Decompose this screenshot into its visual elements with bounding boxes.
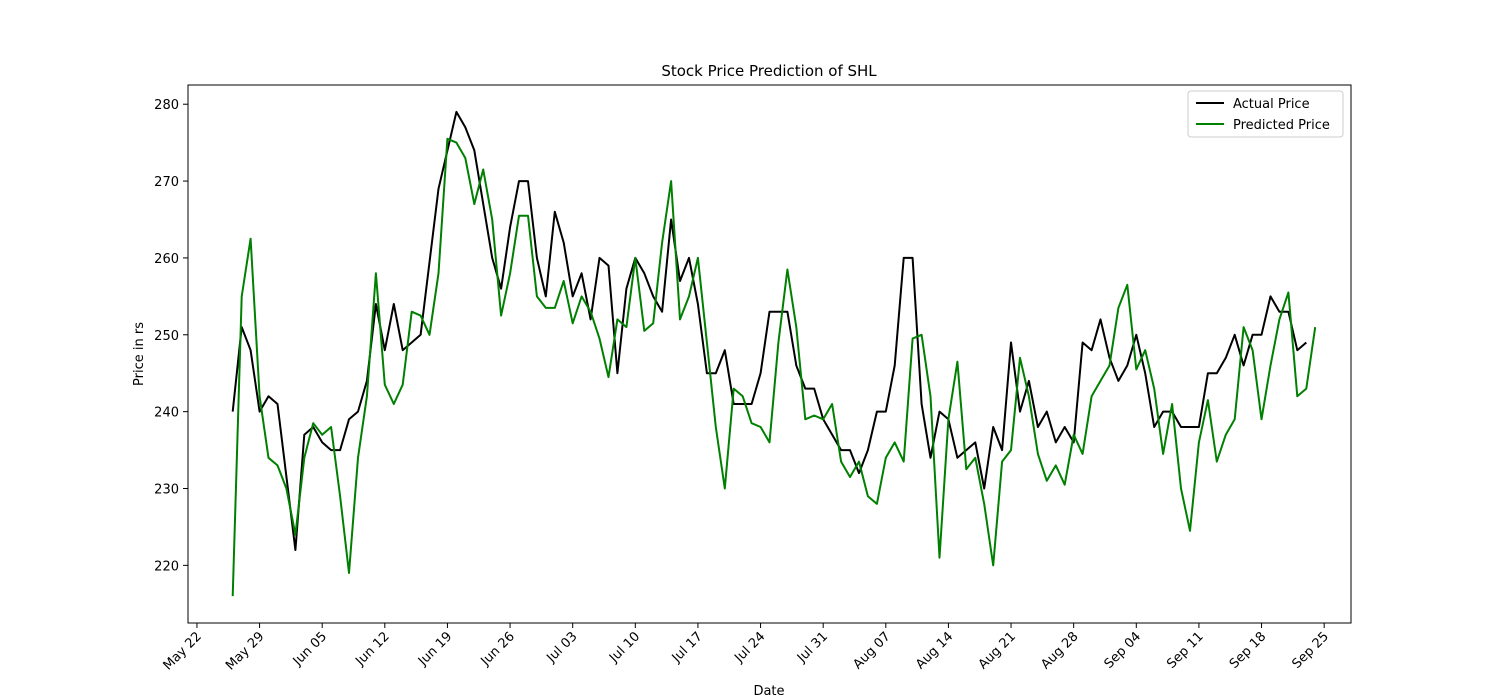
y-tick-label-5: 270: [154, 175, 179, 190]
y-tick-label-6: 280: [154, 98, 179, 113]
y-tick-label-2: 240: [154, 406, 179, 421]
plot-frame: [187, 84, 1352, 624]
y-axis: 220 230 240 250 260 270 280: [154, 98, 188, 574]
legend-box: [1187, 90, 1344, 138]
legend: Actual Price Predicted Price: [1187, 90, 1344, 138]
chart-title: Stock Price Prediction of SHL: [661, 62, 877, 80]
legend-label-actual: Actual Price: [1233, 97, 1310, 112]
plot-background: [188, 85, 1351, 623]
series-layer: [231, 110, 1317, 597]
y-tick-label-1: 230: [154, 483, 179, 498]
y-tick-label-0: 220: [154, 559, 179, 574]
y-tick-label-4: 260: [154, 252, 179, 267]
legend-label-predicted: Predicted Price: [1233, 118, 1330, 133]
plot-area: [187, 84, 1352, 624]
y-tick-label-3: 250: [154, 329, 179, 344]
y-axis-label: Price in rs: [132, 322, 147, 386]
x-axis-label: Date: [753, 684, 784, 699]
series-line-predicted-price: [231, 137, 1317, 597]
